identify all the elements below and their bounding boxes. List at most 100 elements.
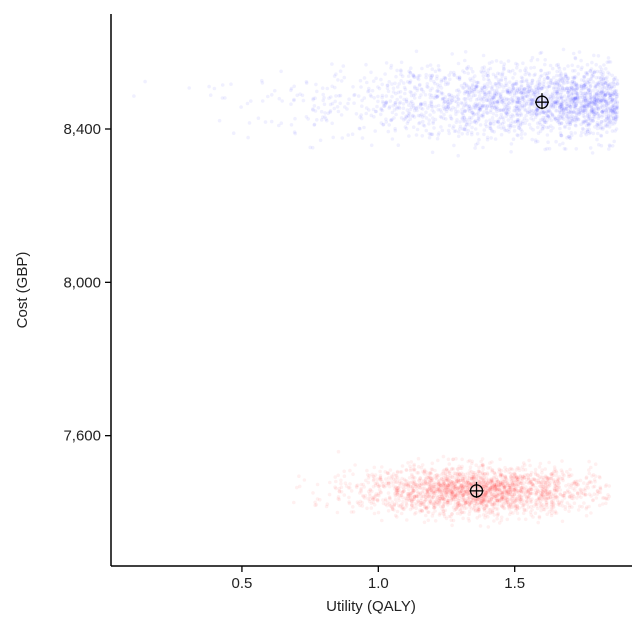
scatter-point [384,484,388,488]
scatter-point [311,107,315,111]
scatter-point [449,490,454,495]
scatter-point [480,104,485,108]
scatter-point [492,103,496,108]
scatter-point [507,107,511,111]
scatter-point [542,80,546,84]
scatter-point [500,99,505,103]
scatter-point [566,80,570,84]
scatter-point [598,106,603,110]
scatter-point [408,71,413,75]
scatter-point [566,64,570,68]
scatter-point [560,519,565,524]
scatter-point [411,113,415,118]
scatter-point [402,118,406,122]
scatter-point [479,113,484,118]
scatter-point [524,79,529,84]
scatter-point [565,107,569,111]
scatter-point [613,97,617,102]
scatter-point [578,96,582,100]
scatter-point [481,467,485,472]
scatter-point [601,77,606,81]
scatter-point [604,76,608,81]
scatter-point [558,105,562,109]
scatter-point [444,466,449,471]
scatter-point [474,104,479,108]
scatter-point [429,75,434,80]
scatter-point [477,465,481,470]
scatter-point [570,133,574,138]
scatter-point [502,127,507,131]
scatter-point [599,134,604,138]
scatter-point [469,120,474,125]
scatter-point [541,110,545,115]
scatter-point [467,91,472,95]
scatter-point [335,105,340,109]
scatter-point [507,98,511,102]
scatter-point [517,108,522,113]
scatter-point [473,119,477,124]
scatter-point [599,98,603,103]
scatter-point [408,117,413,121]
scatter-point [354,112,359,116]
scatter-point [501,506,506,510]
scatter-point [557,478,561,482]
scatter-point [441,92,445,96]
scatter-point [459,471,464,476]
scatter-point [550,81,554,86]
scatter-point [527,122,532,127]
scatter-point [599,91,603,95]
scatter-point [587,114,592,119]
scatter-point [534,485,538,490]
scatter-point [597,113,602,118]
scatter-point [522,87,526,92]
scatter-point [556,80,560,84]
scatter-point [533,138,538,142]
scatter-point [517,90,521,94]
scatter-point [524,66,528,70]
scatter-point [499,77,504,82]
scatter-point [438,511,442,516]
scatter-point [462,91,467,96]
scatter-point [526,90,530,94]
scatter-point [609,86,614,90]
scatter-point [425,489,430,493]
scatter-point [505,107,509,111]
scatter-point [511,114,516,118]
scatter-point [469,116,474,120]
scatter-point [581,108,585,113]
scatter-point [587,88,591,93]
scatter-point [411,102,415,106]
scatter-point [520,94,524,99]
scatter-point [460,132,465,136]
scatter-point [416,456,421,461]
scatter-point [580,105,584,109]
scatter-point [591,498,595,503]
scatter-point [565,86,569,91]
scatter-point [604,115,609,119]
scatter-point [544,497,549,502]
scatter-point [486,77,491,82]
scatter-point [518,87,522,91]
scatter-point [525,110,530,115]
scatter-point [473,93,478,98]
scatter-point [556,65,561,69]
scatter-point [390,82,394,86]
scatter-point [556,82,561,86]
scatter-point [537,515,542,520]
scatter-point [597,89,602,93]
scatter-point [394,488,398,493]
scatter-point [447,514,452,519]
scatter-point [441,496,445,501]
scatter-point [459,504,463,508]
scatter-point [534,112,539,116]
scatter-point [396,90,401,95]
scatter-point [473,106,478,111]
scatter-point [494,89,499,93]
scatter-point [464,117,469,122]
scatter-point [609,114,613,119]
scatter-point [574,147,579,151]
scatter-point [480,85,484,90]
scatter-point [529,101,533,106]
scatter-point [467,495,472,500]
